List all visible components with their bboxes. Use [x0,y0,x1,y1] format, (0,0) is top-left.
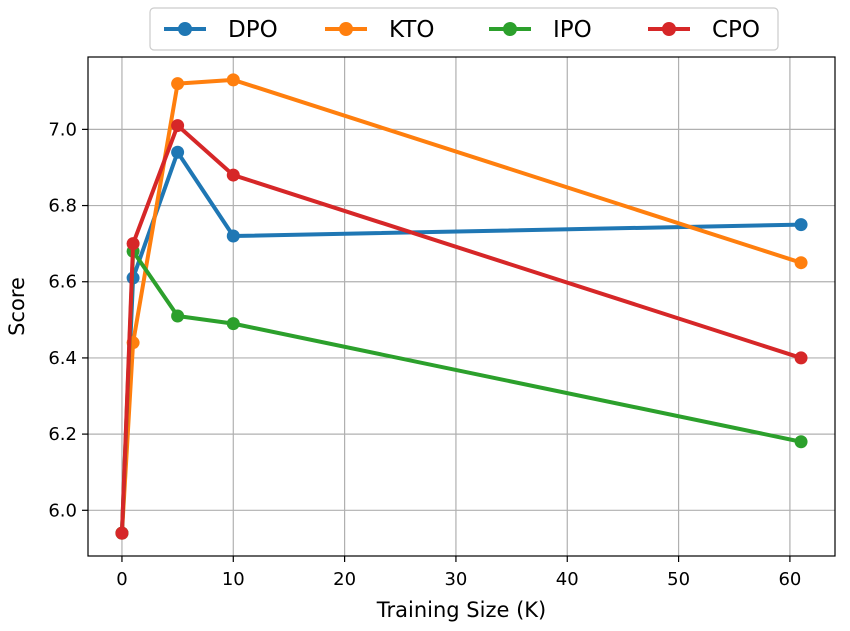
y-tick-label: 7.0 [48,119,77,140]
data-point-cpo [115,526,129,540]
x-tick-label: 20 [333,569,356,590]
data-point-kto [171,77,185,91]
x-axis-label: Training Size (K) [376,598,546,622]
x-tick-label: 50 [667,569,690,590]
data-point-ipo [226,317,240,331]
data-point-cpo [226,168,240,182]
legend-item-kto: KTO [325,17,434,43]
legend-marker-kto [339,22,353,36]
legend-marker-ipo [503,22,517,36]
legend-box [149,7,779,51]
legend-marker-cpo [662,22,676,36]
legend: DPO KTO IPO CPO [149,7,779,51]
data-point-kto [794,256,808,270]
series-line-cpo [119,123,804,536]
y-axis: 6.0 6.2 6.4 6.6 6.8 7.0 [48,119,88,521]
x-tick-label: 10 [222,569,245,590]
data-point-cpo [126,237,140,251]
legend-marker-dpo [178,22,192,36]
series-ipo [115,244,808,540]
plot-frame [87,56,836,557]
series-line-kto [119,77,804,536]
data-point-kto [226,73,240,87]
y-tick-label: 6.4 [48,348,77,369]
x-tick-label: 30 [444,569,467,590]
x-axis: 0 10 20 30 40 50 60 [116,556,801,590]
x-tick-label: 60 [778,569,801,590]
y-tick-label: 6.2 [48,424,77,445]
legend-label-cpo: CPO [712,17,760,43]
data-point-ipo [794,435,808,449]
plot-area [115,73,808,540]
legend-item-dpo: DPO [164,17,278,43]
legend-label-dpo: DPO [228,17,278,43]
y-tick-label: 6.0 [48,500,77,521]
data-point-dpo [171,145,185,159]
grid [88,57,835,556]
series-kto [115,73,808,540]
data-point-dpo [226,229,240,243]
legend-label-ipo: IPO [553,17,592,43]
y-tick-label: 6.8 [48,196,77,217]
y-tick-label: 6.6 [48,272,77,293]
legend-item-cpo: CPO [648,17,760,43]
x-tick-label: 40 [556,569,579,590]
x-tick-label: 0 [116,569,127,590]
legend-item-ipo: IPO [489,17,592,43]
data-point-cpo [794,351,808,365]
series-dpo [115,145,808,540]
data-point-ipo [171,309,185,323]
series-cpo [115,119,808,540]
data-point-dpo [794,218,808,232]
legend-label-kto: KTO [389,17,434,43]
series-line-ipo [119,249,804,536]
y-axis-label: Score [5,277,29,336]
data-point-cpo [171,119,185,133]
series-line-dpo [119,150,804,536]
